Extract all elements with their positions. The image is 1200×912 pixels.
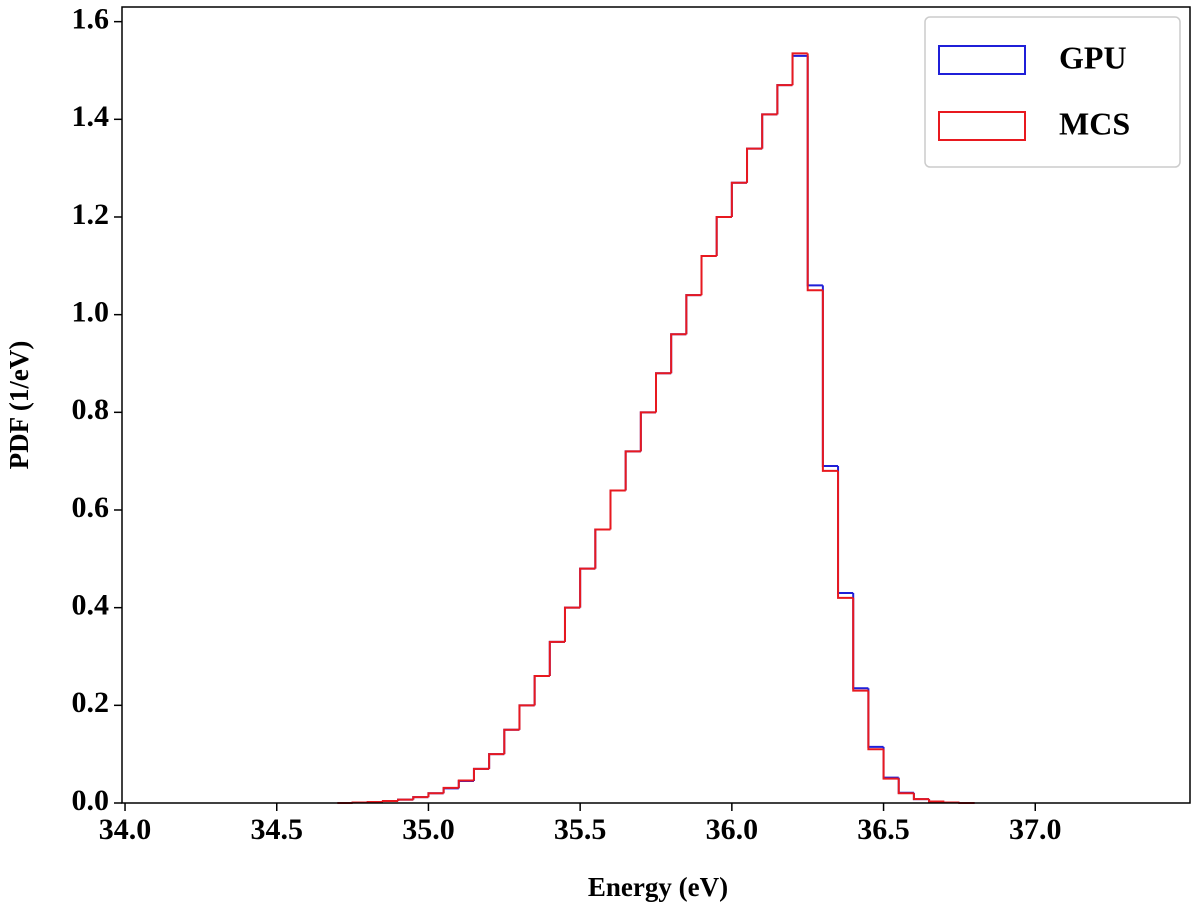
- histogram-step: [928, 799, 945, 803]
- histogram-step: [472, 767, 490, 781]
- histogram-step: [518, 704, 535, 730]
- histogram-step: [791, 54, 808, 86]
- histogram-step: [579, 567, 596, 608]
- histogram-step: [746, 147, 763, 183]
- histogram-step: [624, 450, 641, 491]
- histogram-step: [685, 294, 702, 335]
- y-tick-label: 1.0: [72, 296, 110, 329]
- histogram-step: [397, 798, 414, 802]
- histogram-step: [700, 255, 717, 296]
- y-tick-label: 0.6: [72, 491, 110, 524]
- histogram-step: [457, 779, 474, 788]
- histogram-step: [715, 215, 732, 257]
- histogram-step: [685, 294, 702, 335]
- x-tick-label: 37.0: [1009, 813, 1062, 846]
- x-tick-label: 35.5: [554, 813, 607, 846]
- histogram-step: [472, 767, 490, 782]
- histogram-step: [609, 489, 626, 530]
- histogram-step: [503, 728, 520, 755]
- histogram-step: [821, 285, 839, 468]
- histogram-step: [761, 113, 778, 149]
- y-tick-label: 0.8: [72, 393, 110, 426]
- histogram-step: [639, 411, 656, 452]
- histogram-step: [761, 113, 778, 149]
- histogram-step: [594, 528, 611, 569]
- histogram-step: [563, 606, 581, 642]
- histogram-step: [852, 597, 869, 692]
- histogram-step: [518, 704, 535, 730]
- histogram-step: [670, 333, 687, 374]
- y-tick-label: 1.2: [72, 198, 110, 231]
- x-tick-label: 36.5: [857, 813, 910, 846]
- y-tick-label: 0.2: [72, 686, 110, 719]
- legend-frame: [924, 16, 1181, 168]
- histogram-step: [442, 787, 459, 794]
- y-tick-label: 0.0: [72, 784, 110, 817]
- histogram-step: [488, 753, 505, 769]
- legend-swatch: [938, 45, 1026, 75]
- histogram-step: [776, 84, 793, 115]
- histogram-step: [579, 567, 596, 608]
- histogram-step: [457, 780, 474, 789]
- x-tick-label: 36.0: [706, 813, 759, 846]
- histogram-step: [655, 372, 672, 413]
- histogram-step: [533, 675, 550, 706]
- histogram-step: [533, 675, 550, 706]
- legend-label: GPU: [1059, 39, 1127, 75]
- histogram-step: [806, 53, 823, 292]
- x-axis-label: Energy (eV): [588, 872, 728, 902]
- histogram-step: [594, 528, 611, 569]
- legend-swatch: [938, 111, 1026, 141]
- plot-frame: [121, 6, 1191, 804]
- legend-label: MCS: [1059, 105, 1130, 141]
- histogram-step: [670, 333, 687, 374]
- histogram-step: [912, 793, 930, 801]
- histogram-step: [837, 470, 854, 599]
- histogram-step: [563, 606, 581, 642]
- histogram-step: [700, 255, 717, 296]
- histogram-step: [897, 777, 914, 794]
- x-tick-label: 34.0: [99, 813, 152, 846]
- histogram-step: [882, 746, 899, 779]
- histogram-step: [715, 215, 732, 257]
- histogram-step: [609, 489, 626, 530]
- histogram-step: [488, 753, 505, 769]
- y-tick-label: 0.4: [72, 589, 110, 622]
- histogram-step: [730, 181, 748, 217]
- histogram-step: [412, 796, 429, 800]
- histogram-step: [503, 728, 520, 755]
- histogram-step: [730, 181, 748, 217]
- x-tick-label: 35.0: [402, 813, 455, 846]
- histogram-step: [837, 466, 854, 595]
- x-tick-label: 34.5: [250, 813, 303, 846]
- histogram-step: [442, 786, 459, 794]
- histogram-step: [882, 749, 899, 780]
- histogram-step: [381, 800, 399, 803]
- histogram-step: [746, 147, 763, 183]
- y-tick-label: 1.6: [72, 3, 110, 36]
- histogram-series: [337, 52, 975, 804]
- histogram-step: [867, 688, 884, 748]
- histogram-step: [852, 593, 869, 690]
- y-axis-label: PDF (1/eV): [4, 341, 34, 470]
- histogram-step: [867, 690, 884, 751]
- histogram-step: [548, 640, 565, 677]
- histogram-step: [548, 640, 565, 677]
- histogram-step: [821, 290, 839, 472]
- y-tick-label: 1.4: [72, 100, 110, 133]
- histogram-step: [655, 372, 672, 413]
- histogram-step: [639, 411, 656, 452]
- histogram-step: [806, 55, 823, 287]
- histogram-series: [337, 54, 975, 804]
- histogram-step: [624, 450, 641, 491]
- histogram-step: [776, 84, 793, 115]
- histogram-step: [791, 52, 808, 86]
- legend: GPU MCS: [924, 16, 1181, 168]
- histogram-step: [897, 778, 914, 795]
- histogram-step: [427, 792, 444, 798]
